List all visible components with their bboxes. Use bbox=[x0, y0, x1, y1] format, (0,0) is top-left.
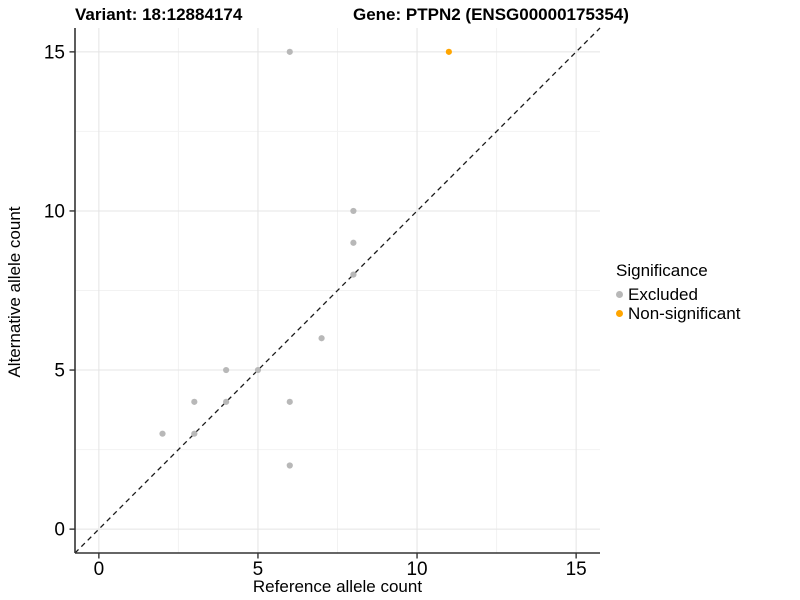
y-tick-label: 15 bbox=[44, 42, 65, 63]
identity-line bbox=[74, 27, 601, 554]
x-tick-label: 10 bbox=[406, 559, 427, 580]
y-tick-label: 5 bbox=[54, 361, 65, 382]
non-significant-dot-icon bbox=[616, 310, 623, 317]
data-point-excluded bbox=[286, 398, 293, 405]
data-point-excluded bbox=[223, 398, 230, 405]
data-point-excluded bbox=[159, 430, 166, 437]
data-point-excluded bbox=[286, 48, 293, 55]
data-point-excluded bbox=[223, 366, 230, 374]
x-axis-title: Reference allele count bbox=[252, 577, 423, 596]
legend-item-label: Excluded bbox=[628, 284, 698, 304]
legend-item-label: Non-significant bbox=[628, 303, 741, 323]
data-point-excluded bbox=[254, 366, 262, 374]
variant-title: Variant: 18:12884174 bbox=[75, 5, 243, 24]
legend: Significance Excluded Non-significant bbox=[616, 261, 740, 323]
legend-item-excluded: Excluded bbox=[616, 285, 740, 304]
axis-ticks bbox=[69, 51, 577, 559]
data-points bbox=[159, 48, 452, 469]
y-tick-label: 10 bbox=[44, 201, 65, 222]
legend-title: Significance bbox=[616, 261, 708, 280]
data-point-excluded bbox=[286, 462, 293, 469]
identity-dashed-line bbox=[74, 27, 601, 554]
axis-tick-labels: 0 5 10 15 0 5 10 15 bbox=[44, 42, 587, 580]
data-point-excluded bbox=[191, 398, 198, 405]
legend-item-non-significant: Non-significant bbox=[616, 304, 740, 323]
data-point-non-significant bbox=[445, 48, 452, 55]
x-tick-label: 5 bbox=[253, 559, 264, 580]
data-point-excluded bbox=[318, 335, 325, 342]
data-point-excluded bbox=[350, 239, 357, 246]
x-tick-label: 0 bbox=[94, 559, 105, 580]
excluded-dot-icon bbox=[616, 291, 623, 298]
gene-title: Gene: PTPN2 (ENSG00000175354) bbox=[353, 5, 629, 24]
x-tick-label: 15 bbox=[566, 559, 587, 580]
axis-lines bbox=[74, 28, 600, 554]
data-point-excluded bbox=[350, 207, 357, 215]
data-point-excluded bbox=[191, 430, 198, 437]
data-point-excluded bbox=[350, 271, 357, 278]
major-gridlines bbox=[75, 28, 600, 553]
y-axis-title: Alternative allele count bbox=[5, 206, 24, 378]
y-tick-label: 0 bbox=[54, 520, 65, 541]
